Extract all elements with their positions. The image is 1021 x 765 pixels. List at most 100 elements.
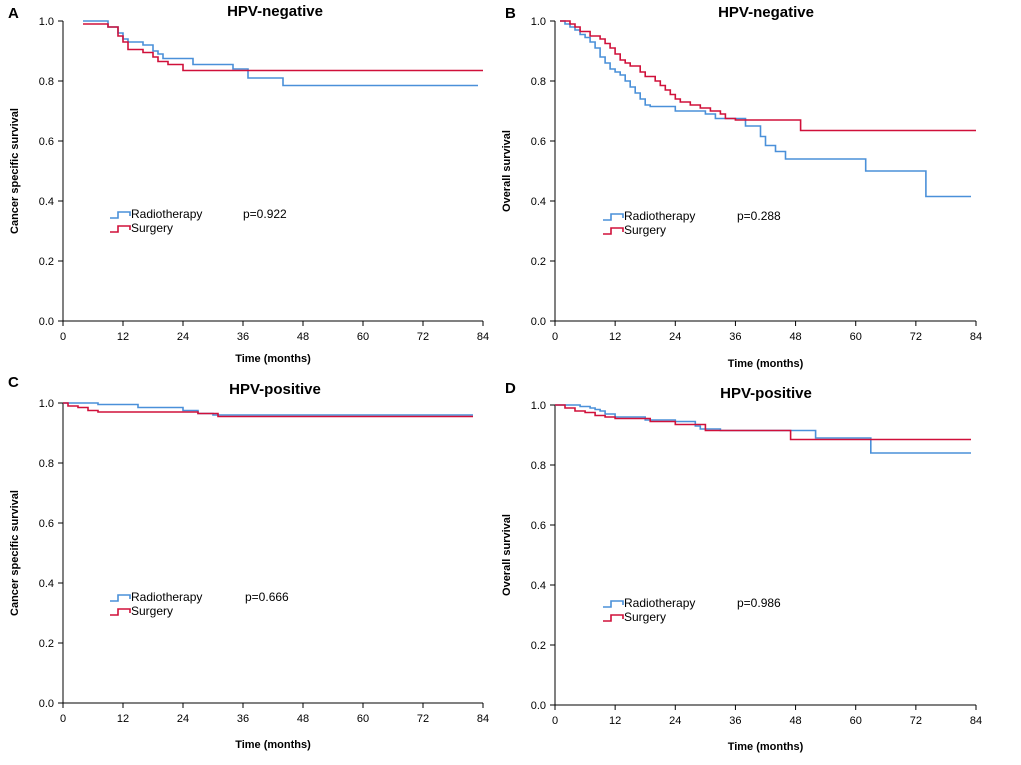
chart-title: HPV-negative (718, 4, 814, 21)
y-tick-label: 0.4 (531, 196, 546, 208)
y-tick-label: 0.0 (531, 316, 546, 328)
p-value: p=0.922 (243, 207, 287, 221)
y-tick-label: 0.4 (39, 196, 54, 208)
y-tick-label: 1.0 (531, 400, 546, 412)
y-tick-label: 0.6 (531, 520, 546, 532)
x-axis-label: Time (months) (235, 353, 311, 365)
x-tick-label: 84 (970, 331, 982, 343)
x-tick-label: 84 (970, 715, 982, 727)
panel-letter: C (8, 374, 19, 391)
legend-label-surgery: Surgery (131, 221, 173, 235)
x-tick-label: 84 (477, 331, 489, 343)
panel-letter: A (8, 5, 19, 22)
y-tick-label: 0.2 (39, 256, 54, 268)
x-tick-label: 72 (417, 713, 429, 725)
series-line-surgery (560, 20, 976, 132)
y-tick-label: 0.8 (39, 76, 54, 88)
y-tick-label: 0.0 (531, 700, 546, 712)
chart-title: HPV-negative (227, 3, 323, 20)
panel-letter: B (505, 5, 516, 22)
series-line-radiotherapy (83, 20, 478, 87)
x-tick-label: 24 (177, 713, 189, 725)
x-tick-label: 60 (357, 331, 369, 343)
y-tick-label: 0.8 (531, 460, 546, 472)
p-value: p=0.288 (737, 209, 781, 223)
legend-label-surgery: Surgery (624, 223, 666, 237)
series-line-surgery (63, 402, 473, 418)
legend-label-radiotherapy: Radiotherapy (624, 596, 695, 610)
x-tick-label: 0 (60, 331, 66, 343)
legend-label-radiotherapy: Radiotherapy (624, 209, 695, 223)
x-tick-label: 60 (850, 715, 862, 727)
x-tick-label: 12 (117, 713, 129, 725)
legend-symbol-radiotherapy (603, 600, 624, 608)
series-line-radiotherapy (63, 402, 473, 416)
x-axis-label: Time (months) (235, 739, 311, 751)
x-tick-label: 84 (477, 713, 489, 725)
series-line-surgery (83, 23, 483, 72)
series-line-radiotherapy (560, 20, 971, 198)
y-axis-label: Overall survival (501, 514, 513, 596)
panel-letter: D (505, 380, 516, 397)
legend-label-surgery: Surgery (624, 610, 666, 624)
series-line-surgery (555, 404, 971, 441)
y-tick-label: 1.0 (531, 16, 546, 28)
x-tick-label: 36 (729, 331, 741, 343)
x-tick-label: 60 (850, 331, 862, 343)
y-tick-label: 0.0 (39, 316, 54, 328)
x-tick-label: 60 (357, 713, 369, 725)
x-tick-label: 24 (669, 715, 681, 727)
legend-symbol-surgery (603, 614, 624, 622)
chart-title: HPV-positive (229, 381, 321, 398)
x-tick-label: 12 (609, 715, 621, 727)
legend-symbol-radiotherapy (110, 211, 131, 219)
x-tick-label: 36 (237, 331, 249, 343)
panel-d: D HPV-positive 0 12 24 36 48 60 72 84 0.0 0.2 0.4 0.6… (501, 380, 982, 753)
x-tick-label: 12 (609, 331, 621, 343)
y-axis-label: Cancer specific survival (9, 490, 21, 616)
series-line-radiotherapy (555, 404, 971, 454)
x-tick-label: 36 (729, 715, 741, 727)
panel-a: A HPV-negative 0 12 24 36 48 60 72 84 0.0 0.2 0.4 0.6… (8, 3, 489, 365)
y-tick-label: 0.6 (39, 136, 54, 148)
x-axis-label: Time (months) (728, 741, 804, 753)
x-tick-label: 24 (177, 331, 189, 343)
x-tick-label: 12 (117, 331, 129, 343)
legend-label-radiotherapy: Radiotherapy (131, 207, 202, 221)
x-tick-label: 48 (789, 331, 801, 343)
legend-symbol-surgery (110, 608, 131, 616)
x-tick-label: 72 (910, 331, 922, 343)
x-tick-label: 24 (669, 331, 681, 343)
y-tick-label: 0.8 (531, 76, 546, 88)
x-tick-label: 48 (297, 713, 309, 725)
y-tick-label: 1.0 (39, 16, 54, 28)
y-tick-label: 0.6 (39, 518, 54, 530)
legend-symbol-surgery (603, 227, 624, 235)
y-tick-label: 0.2 (531, 256, 546, 268)
y-tick-label: 0.2 (39, 638, 54, 650)
y-tick-label: 0.2 (531, 640, 546, 652)
x-tick-label: 36 (237, 713, 249, 725)
panel-c: C HPV-positive 0 12 24 36 48 60 72 84 0.0 0.2 0.4 0.6… (8, 374, 489, 751)
x-tick-label: 0 (552, 331, 558, 343)
x-tick-label: 48 (789, 715, 801, 727)
legend-label-surgery: Surgery (131, 604, 173, 618)
x-tick-label: 0 (552, 715, 558, 727)
y-axis-label: Cancer specific survival (9, 108, 21, 234)
legend-symbol-radiotherapy (603, 213, 624, 221)
p-value: p=0.666 (245, 590, 289, 604)
y-tick-label: 0.6 (531, 136, 546, 148)
panel-b: B HPV-negative 0 12 24 36 48 60 72 84 0.0 0.2 0.4 0.6… (501, 4, 982, 370)
y-tick-label: 0.4 (531, 580, 546, 592)
x-tick-label: 72 (910, 715, 922, 727)
legend-symbol-radiotherapy (110, 594, 131, 602)
y-axis-label: Overall survival (501, 130, 513, 212)
x-tick-label: 0 (60, 713, 66, 725)
legend-symbol-surgery (110, 225, 131, 233)
x-axis-label: Time (months) (728, 358, 804, 370)
p-value: p=0.986 (737, 596, 781, 610)
legend-label-radiotherapy: Radiotherapy (131, 590, 202, 604)
y-tick-label: 0.8 (39, 458, 54, 470)
chart-title: HPV-positive (720, 385, 812, 402)
